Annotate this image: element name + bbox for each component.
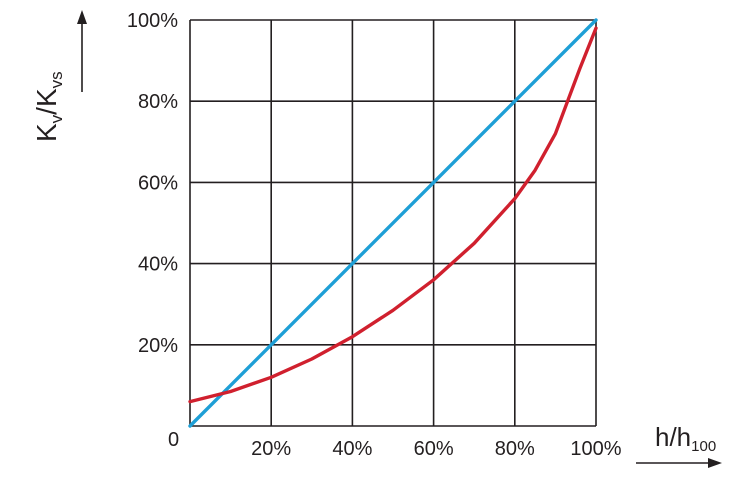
y-axis-title-slash: /K bbox=[31, 88, 62, 115]
x-axis-arrow bbox=[636, 458, 722, 468]
y-axis-title-sub2: vs bbox=[47, 71, 66, 88]
series-line-1 bbox=[188, 18, 598, 428]
series-line-2 bbox=[188, 26, 598, 404]
x-axis-title-main: h/h bbox=[655, 422, 691, 452]
y-tick-label: 20% bbox=[138, 335, 178, 357]
origin-label: 0 bbox=[168, 429, 179, 451]
y-axis-title: Kv/Kvs bbox=[31, 71, 66, 142]
y-tick-label: 60% bbox=[138, 172, 178, 194]
x-axis-title: h/h100 bbox=[655, 422, 716, 455]
x-tick-label: 80% bbox=[495, 438, 535, 460]
x-tick-label: 100% bbox=[570, 438, 621, 460]
y-tick-label: 40% bbox=[138, 254, 178, 276]
series-group bbox=[188, 18, 598, 428]
x-tick-label: 20% bbox=[251, 438, 291, 460]
tick-labels: 20% 40% 60% 80% 100% 20% 40% 60% 80% 100% bbox=[127, 10, 622, 460]
y-axis-title-main: K bbox=[31, 123, 62, 142]
y-tick-label: 80% bbox=[138, 91, 178, 113]
y-axis-arrow bbox=[77, 10, 87, 92]
y-axis-title-sub1: v bbox=[47, 114, 66, 123]
x-tick-label: 60% bbox=[414, 438, 454, 460]
y-tick-label: 100% bbox=[127, 10, 178, 32]
x-axis-title-sub: 100 bbox=[691, 438, 716, 455]
x-tick-label: 40% bbox=[332, 438, 372, 460]
svg-text:Kv/Kvs: Kv/Kvs bbox=[31, 71, 66, 142]
